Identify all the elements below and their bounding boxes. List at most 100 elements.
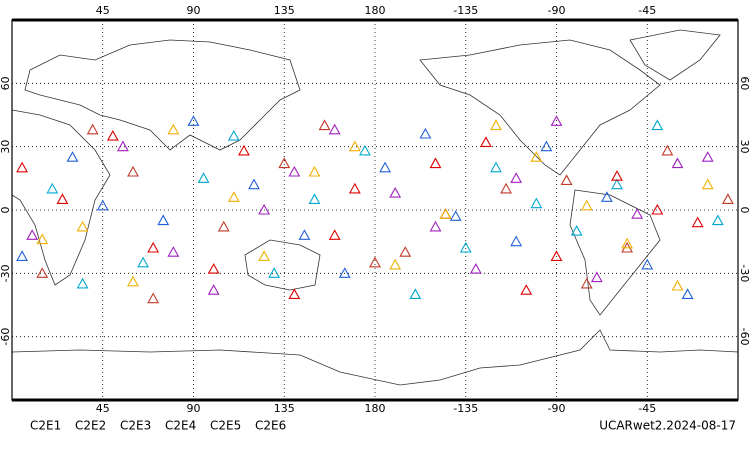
antarctica [11,329,739,386]
legend-entry: C2E2 [75,419,106,433]
legend-entry: C2E5 [210,419,241,433]
y-tick-label-left: 60 [0,76,12,90]
x-tick-label-top: 180 [365,4,386,17]
x-tick-label-bottom: 45 [96,402,110,415]
observation-marker [530,151,543,162]
y-tick-label-right: 0 [738,207,750,214]
observation-marker [278,157,291,169]
observation-marker [419,127,432,139]
observation-marker [369,256,381,268]
observation-marker [318,119,331,131]
x-tick-label-bottom: -45 [638,402,656,415]
observation-marker [570,224,583,236]
observation-marker [86,123,99,135]
observation-marker [701,151,714,162]
observation-marker [258,250,271,261]
observation-marker [217,220,230,232]
coastlines [11,29,739,386]
observation-marker [520,284,533,295]
observation-marker [580,277,593,289]
observation-marker [490,161,502,173]
observation-marker [651,203,664,215]
observation-marker [137,256,150,268]
observation-marker [116,140,129,152]
dataset-label: UCARwet2.2024-08-17 [599,419,736,433]
observation-marker [621,237,634,249]
observation-marker [227,129,240,141]
observation-marker [227,191,240,202]
x-tick-label-bottom: -90 [548,402,566,415]
observation-marker [661,144,674,156]
observation-marker [711,214,724,226]
observation-marker [701,178,714,190]
observation-marker [580,199,593,211]
observation-marker [268,267,281,278]
observation-marker [26,229,39,240]
observation-marker [167,246,180,257]
greenland [629,29,721,81]
observation-marker [106,129,119,141]
observation-marker [490,119,502,131]
observation-marker [298,229,311,240]
observation-marker [36,267,49,278]
observation-marker [16,250,29,261]
observation-marker [429,220,442,232]
observation-marker [258,203,271,215]
observation-marker [127,165,139,177]
observation-marker [691,216,704,228]
observation-marker [308,165,321,177]
south-america [569,189,661,316]
x-tick-label-top: 135 [274,4,295,17]
observation-marker [157,214,170,226]
observation-marker [449,210,462,221]
y-tick-label-left: 0 [0,207,12,214]
observation-marker [207,262,220,274]
observation-marker [459,241,472,253]
legend-entry: C2E3 [120,419,151,433]
observation-marker [187,115,200,126]
observation-marker [96,199,109,211]
observation-marker [631,208,644,219]
observation-marker [469,262,482,274]
africa [11,109,111,286]
observation-marker [530,197,543,209]
observation-marker [510,172,523,183]
observation-marker [479,136,492,147]
observation-marker [560,174,573,185]
observation-marker [288,288,301,299]
y-tick-label-left: 30 [0,140,12,154]
observation-marker [46,182,59,194]
observation-marker [147,292,160,304]
observation-marker [237,144,250,156]
observation-marker [550,115,563,126]
observation-marker [207,284,220,295]
y-tick-label-right: -60 [738,328,750,346]
x-tick-label-bottom: -135 [453,402,478,415]
x-tick-label-bottom: 135 [274,402,295,415]
y-tick-label-right: 60 [738,76,750,90]
x-tick-label-top: -45 [638,4,656,17]
observation-marker [348,140,361,152]
observation-marker [409,288,422,299]
eurasia [24,39,301,151]
observation-marker [671,157,684,169]
observation-marker [76,277,89,289]
observation-marker [721,193,734,204]
x-tick-label-top: 45 [96,4,110,17]
observation-marker [500,182,513,194]
observation-marker [36,233,49,245]
y-tick-label-right: -30 [738,264,750,282]
observation-marker [308,193,321,204]
observation-marker [328,123,341,135]
observation-marker [197,172,210,183]
observation-marker [56,193,69,204]
legend-entry: C2E6 [255,419,286,433]
x-tick-label-bottom: 180 [365,402,386,415]
legend-entry: C2E1 [30,419,61,433]
observation-marker [681,288,694,299]
observation-marker [248,178,260,190]
observation-marker [590,271,603,283]
observation-marker [127,275,139,287]
observation-marker [651,119,664,131]
